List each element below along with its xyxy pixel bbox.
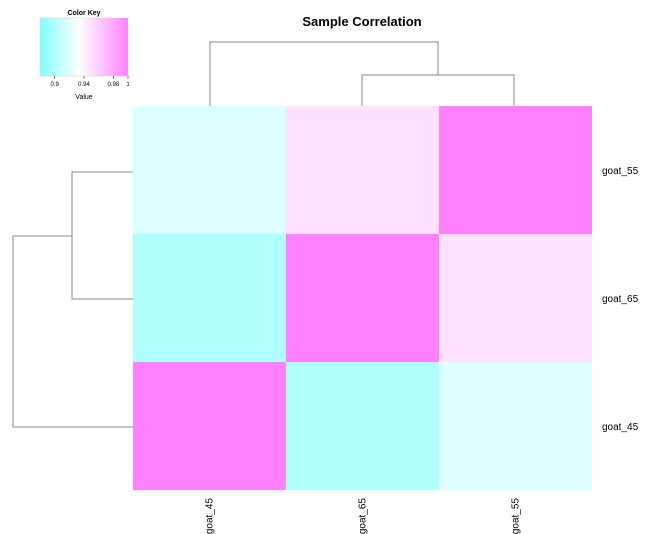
heatmap-cell-goat_65-goat_55 (439, 234, 592, 362)
color-key-title: Color Key (67, 10, 100, 17)
color-key-label: Value (75, 94, 92, 101)
row-dendrogram (12, 171, 133, 428)
heatmap-cell-goat_65-goat_45 (133, 234, 286, 362)
color-key: Color Key 0.9 0.94 0.98 1 Value (39, 10, 130, 101)
column-label-goat_45: goat_45 (205, 498, 216, 534)
heatmap-cell-goat_55-goat_45 (133, 106, 286, 234)
color-key-gradient (39, 17, 129, 77)
row-label-goat_55: goat_55 (602, 166, 639, 177)
column-label-goat_65: goat_65 (358, 498, 369, 534)
heatmap-cell-goat_45-goat_65 (286, 362, 439, 490)
color-key-tick-label: 1 (126, 82, 130, 88)
heatmap-cell-goat_55-goat_65 (286, 106, 439, 234)
row-labels: goat_55 goat_65 goat_45 (602, 166, 639, 433)
heatmap-cell-goat_45-goat_55 (439, 362, 592, 490)
column-labels: goat_45 goat_65 goat_55 (205, 498, 522, 534)
row-label-goat_65: goat_65 (602, 294, 639, 305)
heatmap-cells (133, 106, 592, 490)
heatmap-cell-goat_45-goat_45 (133, 362, 286, 490)
color-key-tick-label: 0.94 (78, 82, 90, 88)
row-label-goat_45: goat_45 (602, 422, 639, 433)
chart-title: Sample Correlation (302, 14, 421, 29)
color-key-tick-label: 0.98 (107, 82, 119, 88)
column-label-goat_55: goat_55 (511, 498, 522, 534)
heatmap-cell-goat_65-goat_65 (286, 234, 439, 362)
heatmap-cell-goat_55-goat_55 (439, 106, 592, 234)
color-key-tick-label: 0.9 (50, 82, 59, 88)
column-dendrogram (209, 41, 515, 106)
